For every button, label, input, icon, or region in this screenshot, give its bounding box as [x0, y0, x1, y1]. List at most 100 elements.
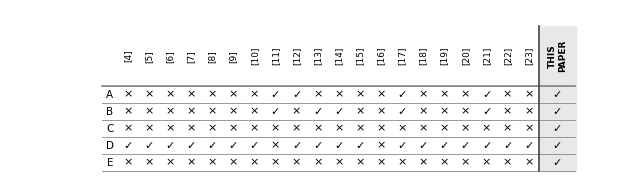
Text: ×: ×: [228, 158, 238, 168]
Text: ✓: ✓: [503, 141, 513, 151]
Text: ✓: ✓: [271, 90, 280, 100]
Text: ×: ×: [144, 90, 154, 100]
Text: ×: ×: [376, 141, 386, 151]
Text: ×: ×: [503, 124, 513, 134]
Text: ×: ×: [250, 124, 259, 134]
Text: ✓: ✓: [334, 107, 344, 117]
Text: ✓: ✓: [482, 141, 492, 151]
Text: [22]: [22]: [503, 47, 512, 65]
Text: ×: ×: [123, 124, 132, 134]
Text: ✓: ✓: [292, 141, 301, 151]
Text: D: D: [106, 141, 114, 151]
Text: ✓: ✓: [250, 141, 259, 151]
Text: ✓: ✓: [440, 141, 449, 151]
Text: ×: ×: [461, 124, 470, 134]
Text: E: E: [106, 158, 113, 168]
Text: ×: ×: [482, 158, 492, 168]
Text: ×: ×: [207, 107, 217, 117]
Text: ×: ×: [503, 107, 513, 117]
Text: ×: ×: [334, 124, 344, 134]
Text: ✓: ✓: [292, 90, 301, 100]
Text: ×: ×: [271, 158, 280, 168]
Text: ×: ×: [503, 158, 513, 168]
Text: ×: ×: [165, 90, 175, 100]
Text: ×: ×: [334, 158, 344, 168]
Text: ×: ×: [271, 124, 280, 134]
Text: ✓: ✓: [397, 107, 407, 117]
Text: ✓: ✓: [482, 107, 492, 117]
Text: ✓: ✓: [334, 141, 344, 151]
Text: [20]: [20]: [461, 47, 470, 65]
Text: ×: ×: [123, 158, 132, 168]
Text: ✓: ✓: [552, 107, 562, 117]
Text: [5]: [5]: [145, 50, 154, 62]
Text: ×: ×: [440, 124, 449, 134]
Text: ×: ×: [419, 158, 428, 168]
Text: ✓: ✓: [552, 90, 562, 100]
Text: [17]: [17]: [397, 47, 406, 65]
Text: [4]: [4]: [124, 50, 132, 62]
Text: C: C: [106, 124, 113, 134]
Text: [7]: [7]: [187, 50, 196, 62]
Text: ×: ×: [228, 90, 238, 100]
Text: ×: ×: [376, 124, 386, 134]
Text: ×: ×: [144, 107, 154, 117]
Text: [14]: [14]: [334, 47, 343, 65]
Text: ×: ×: [355, 90, 365, 100]
Text: ✓: ✓: [552, 158, 562, 168]
Text: ×: ×: [165, 158, 175, 168]
Text: ×: ×: [440, 158, 449, 168]
Text: ×: ×: [334, 90, 344, 100]
Text: ×: ×: [461, 158, 470, 168]
Text: THIS
PAPER: THIS PAPER: [547, 40, 567, 72]
Text: ✓: ✓: [552, 141, 562, 151]
Text: ✓: ✓: [186, 141, 196, 151]
Text: ✓: ✓: [228, 141, 238, 151]
Text: [8]: [8]: [207, 50, 217, 62]
Text: ×: ×: [524, 107, 533, 117]
Text: ×: ×: [313, 124, 323, 134]
Text: ×: ×: [376, 90, 386, 100]
Text: [6]: [6]: [166, 50, 175, 62]
Text: ×: ×: [461, 107, 470, 117]
Text: ×: ×: [228, 107, 238, 117]
Text: [12]: [12]: [292, 47, 301, 65]
Text: ×: ×: [313, 90, 323, 100]
Text: ×: ×: [144, 158, 154, 168]
Text: B: B: [106, 107, 113, 117]
Text: ×: ×: [524, 90, 533, 100]
Text: ✓: ✓: [419, 141, 428, 151]
Text: ×: ×: [207, 90, 217, 100]
Text: ✓: ✓: [482, 90, 492, 100]
Text: ×: ×: [440, 107, 449, 117]
Text: ×: ×: [123, 90, 132, 100]
Text: [13]: [13]: [313, 47, 322, 65]
Text: ×: ×: [524, 124, 533, 134]
Text: ×: ×: [482, 124, 492, 134]
Text: ×: ×: [503, 90, 513, 100]
Text: ×: ×: [461, 90, 470, 100]
Text: ×: ×: [355, 107, 365, 117]
Text: ×: ×: [355, 158, 365, 168]
Text: ×: ×: [207, 124, 217, 134]
Text: ✓: ✓: [165, 141, 175, 151]
Text: ✓: ✓: [144, 141, 154, 151]
Text: ×: ×: [524, 158, 533, 168]
Text: ×: ×: [355, 124, 365, 134]
Text: ×: ×: [165, 124, 175, 134]
Text: ×: ×: [292, 124, 301, 134]
Text: ✓: ✓: [461, 141, 470, 151]
Text: ×: ×: [207, 158, 217, 168]
Text: ×: ×: [376, 158, 386, 168]
Text: [21]: [21]: [482, 47, 491, 65]
Text: A: A: [106, 90, 113, 100]
Text: ×: ×: [144, 124, 154, 134]
Text: ✓: ✓: [355, 141, 365, 151]
Text: ✓: ✓: [123, 141, 132, 151]
Text: ×: ×: [250, 107, 259, 117]
Text: ×: ×: [376, 107, 386, 117]
Text: [15]: [15]: [355, 47, 364, 65]
Text: ×: ×: [419, 90, 428, 100]
Text: [10]: [10]: [250, 47, 259, 65]
Text: [11]: [11]: [271, 47, 280, 65]
